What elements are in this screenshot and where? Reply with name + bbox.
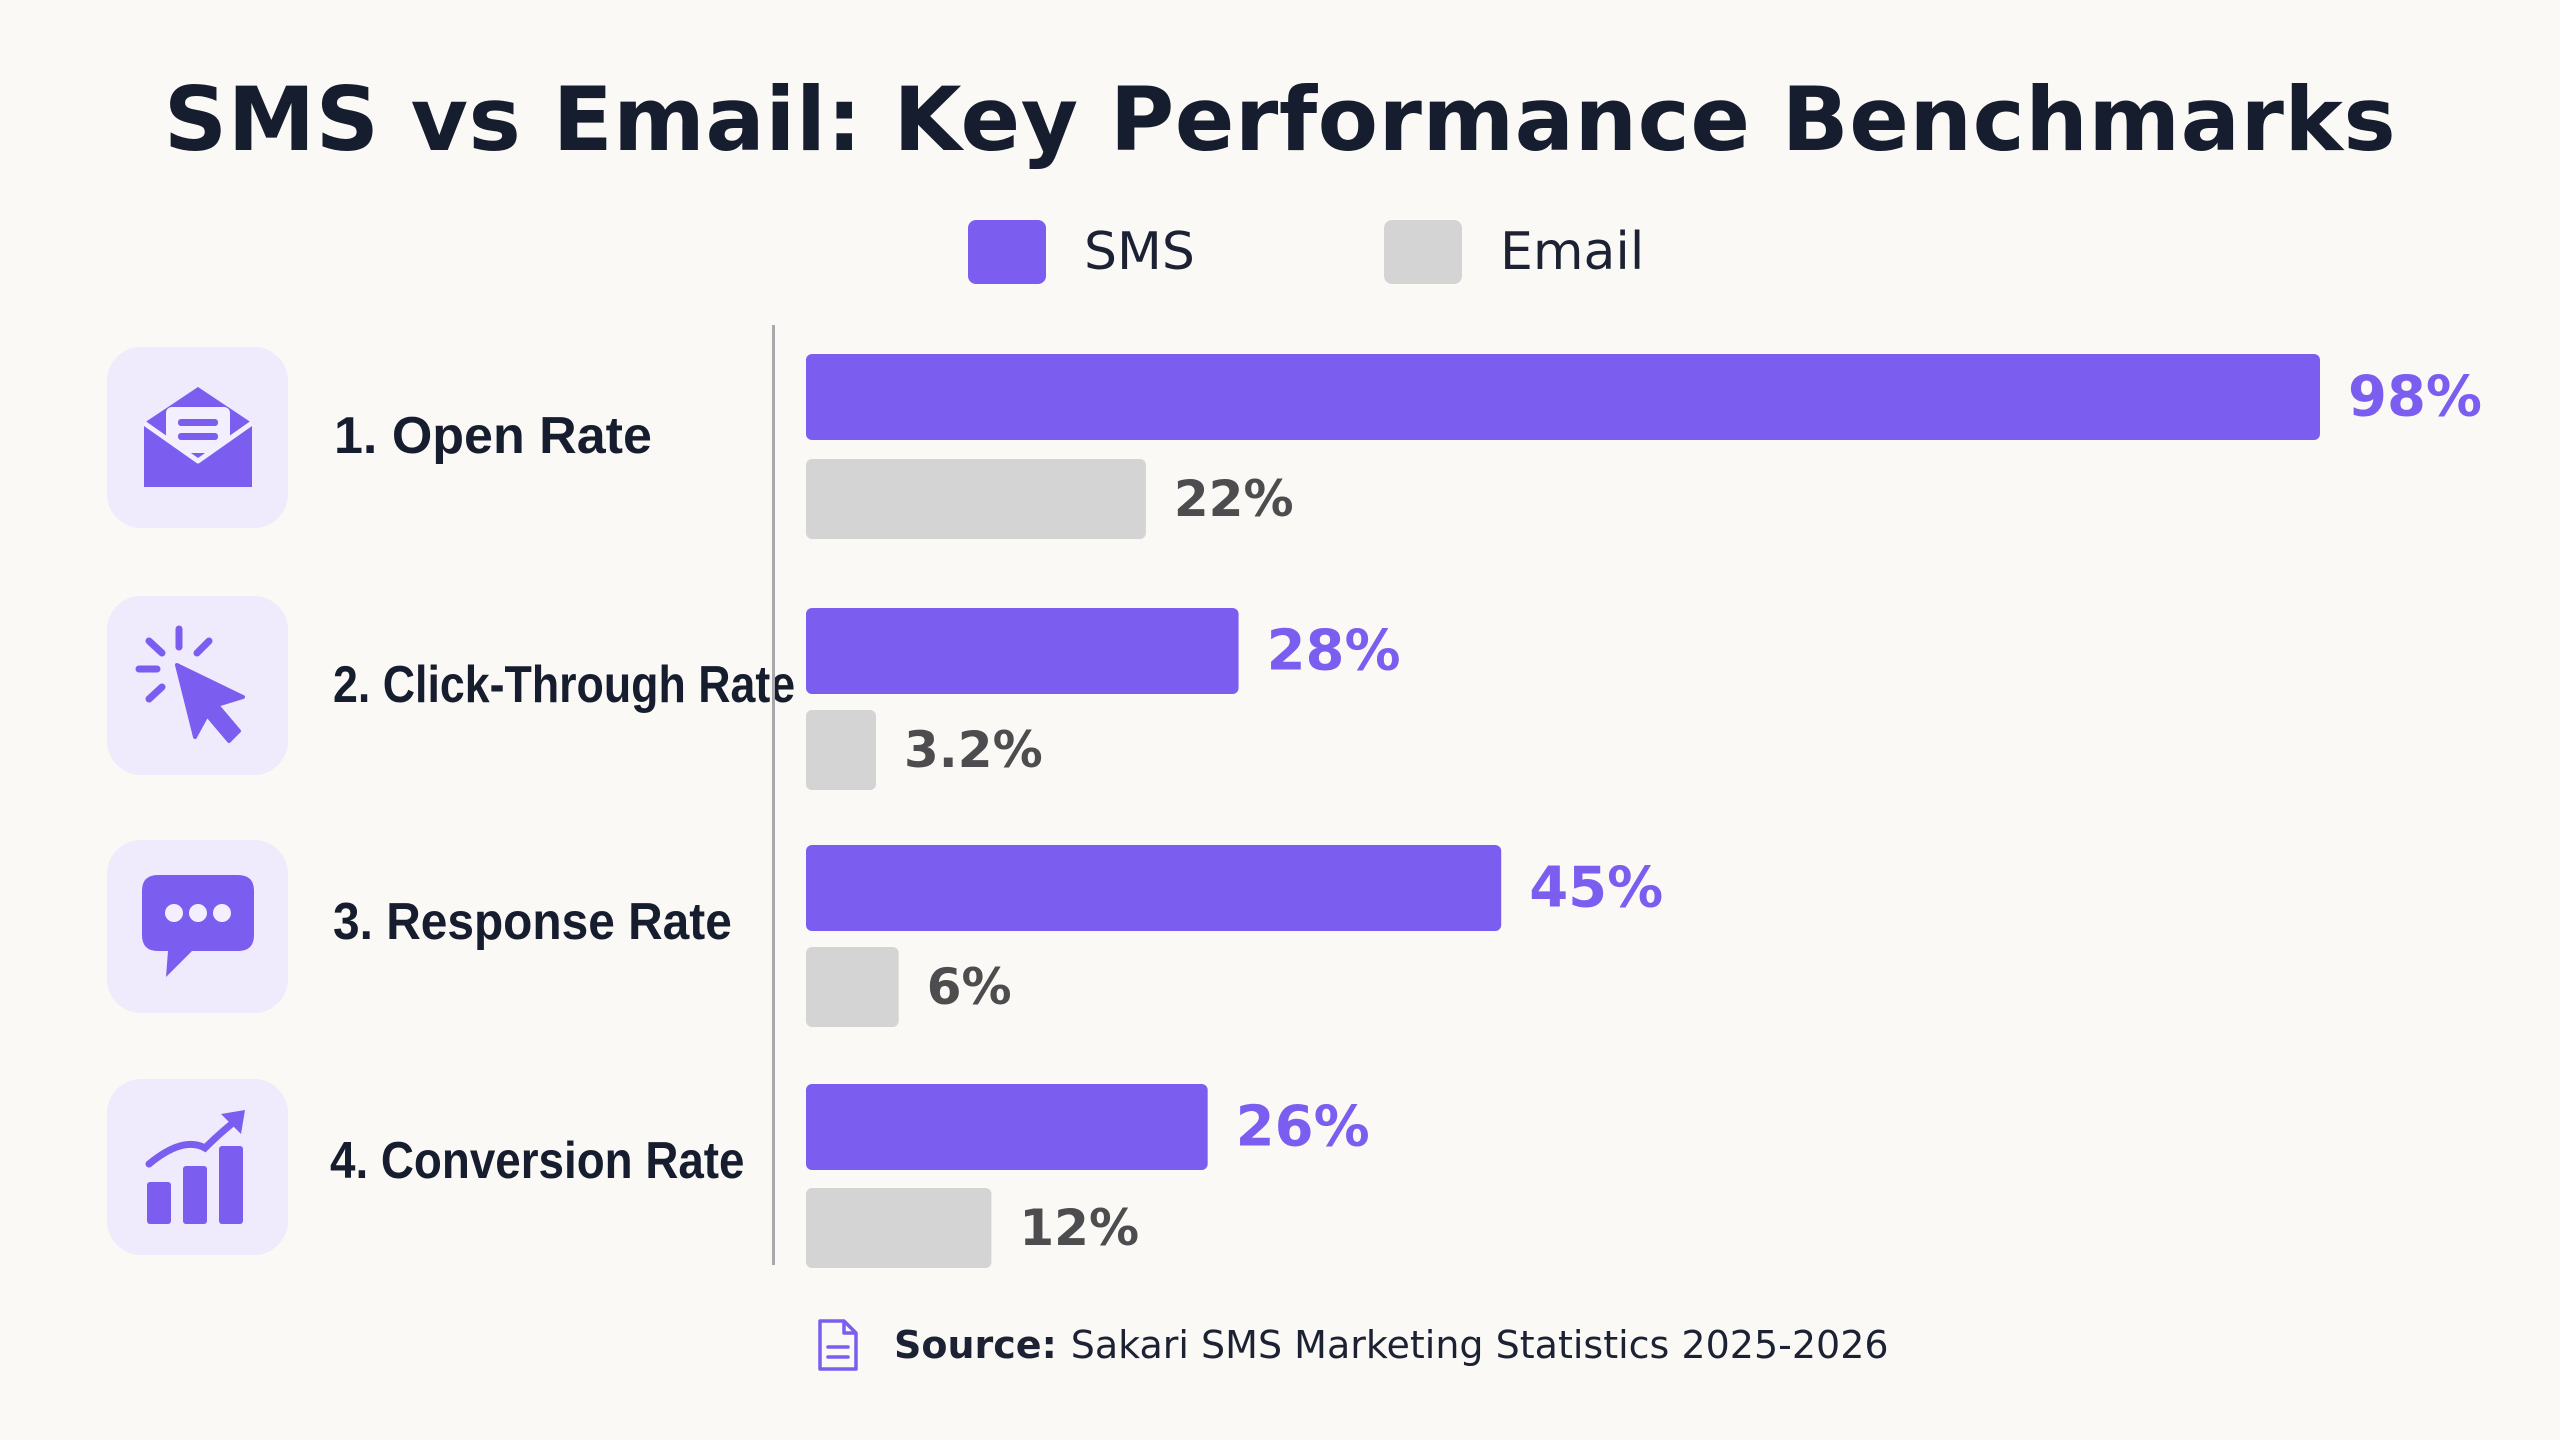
legend-swatch-sms: [968, 220, 1046, 284]
bar-sms-conversion-rate: [806, 1084, 1208, 1170]
data-label-sms-open-rate: 98%: [2348, 365, 2482, 430]
legend-label-email: Email: [1500, 222, 1645, 282]
bar-email-click-through-rate: [806, 710, 876, 790]
legend-label-sms: SMS: [1084, 222, 1195, 282]
bar-email-open-rate: [806, 459, 1146, 539]
data-label-sms-conversion-rate: 26%: [1236, 1095, 1370, 1160]
bar-sms-open-rate: [806, 354, 2320, 440]
data-label-email-click-through-rate: 3.2%: [904, 721, 1043, 779]
axis-divider: [772, 325, 775, 1265]
data-label-email-response-rate: 6%: [927, 958, 1012, 1016]
chart-title: SMS vs Email: Key Performance Benchmarks: [163, 68, 2397, 171]
bar-sms-click-through-rate: [806, 608, 1239, 694]
source-note: Source: Sakari SMS Marketing Statistics …: [816, 1310, 1889, 1380]
data-label-email-open-rate: 22%: [1174, 470, 1294, 528]
bar-email-response-rate: [806, 947, 899, 1027]
bar-sms-response-rate: [806, 845, 1502, 931]
chat-bubble-icon-tile: [107, 840, 288, 1013]
data-label-sms-response-rate: 45%: [1529, 856, 1663, 921]
source-label: Source:: [894, 1323, 1057, 1367]
cursor-click-icon-tile: [107, 596, 288, 775]
data-label-sms-click-through-rate: 28%: [1267, 619, 1401, 684]
chat-bubble-icon: [141, 874, 254, 977]
growth-chart-icon-tile: [107, 1079, 288, 1255]
envelope-icon: [142, 386, 253, 487]
bar-email-conversion-rate: [806, 1188, 992, 1268]
document-icon: [818, 1319, 858, 1371]
envelope-icon-tile: [107, 347, 288, 528]
metric-label-conversion-rate: 4. Conversion Rate: [330, 1132, 745, 1190]
legend-swatch-email: [1384, 220, 1462, 284]
metric-label-open-rate: 1. Open Rate: [334, 407, 652, 465]
metric-label-click-through-rate: 2. Click-Through Rate: [333, 656, 796, 714]
cursor-click-icon: [135, 625, 245, 743]
metric-label-response-rate: 3. Response Rate: [333, 893, 732, 951]
legend-item-sms: SMS: [968, 220, 1195, 284]
data-label-email-conversion-rate: 12%: [1019, 1199, 1139, 1257]
source-text: Sakari SMS Marketing Statistics 2025-202…: [1070, 1323, 1889, 1367]
growth-chart-icon: [145, 1110, 245, 1224]
legend-item-email: Email: [1384, 220, 1644, 284]
